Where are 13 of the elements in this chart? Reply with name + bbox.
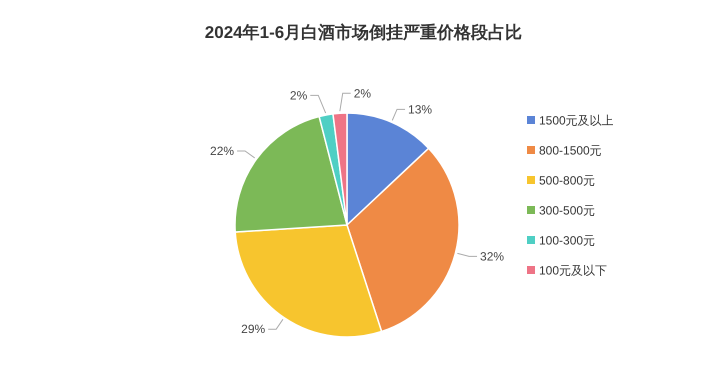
- data-label: 13%: [408, 102, 432, 116]
- legend-label: 500-800元: [539, 174, 596, 188]
- data-label: 29%: [241, 322, 266, 336]
- legend-label: 100-300元: [539, 234, 596, 248]
- data-label: 32%: [480, 249, 504, 264]
- data-label: 2%: [290, 88, 308, 102]
- data-label: 22%: [210, 144, 234, 158]
- legend-label: 100元及以下: [539, 264, 608, 278]
- legend-label: 300-500元: [539, 204, 596, 218]
- legend-label: 800-1500元: [539, 144, 602, 158]
- legend-label: 1500元及以上: [539, 114, 614, 128]
- data-label: 2%: [354, 86, 372, 100]
- chart-title: 2024年1-6月白酒市场倒挂严重价格段占比: [204, 23, 522, 42]
